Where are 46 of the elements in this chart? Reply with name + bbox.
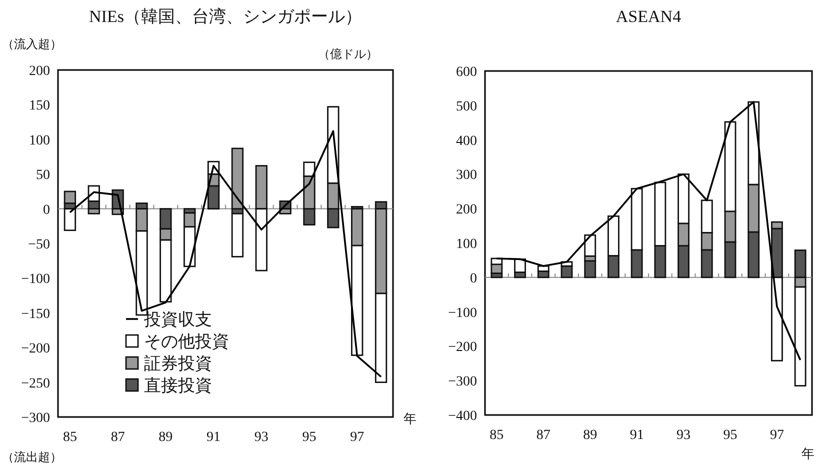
ytick: −100	[448, 306, 477, 321]
ytick: −300	[21, 411, 50, 426]
xtick: 87	[110, 430, 125, 445]
ytick: 200	[29, 64, 50, 79]
xtick: 93	[676, 428, 691, 443]
ytick: 200	[456, 202, 477, 218]
title: NIEs（韓国、台湾、シンガポール）	[89, 7, 362, 26]
legend-label: 直接投資	[144, 376, 212, 395]
xlabel: 年	[404, 411, 416, 426]
xtick: 93	[254, 430, 268, 445]
ytick: −200	[21, 342, 50, 357]
xtick: 89	[583, 428, 598, 443]
xtick: 89	[158, 430, 173, 445]
xtick: 91	[630, 428, 644, 443]
annotation: （流出超）	[2, 450, 62, 464]
ytick: −150	[21, 306, 50, 322]
legend-label: その他投資	[144, 332, 229, 351]
xtick: 97	[350, 430, 364, 445]
ytick: −250	[21, 376, 50, 392]
ytick: 0	[43, 202, 50, 218]
xtick: 95	[302, 430, 316, 445]
ytick: 600	[456, 65, 477, 80]
ytick: 500	[456, 99, 477, 114]
legend-label: 証券投資	[144, 354, 212, 373]
annotation: （億ドル）	[318, 47, 378, 61]
xtick: 95	[723, 428, 738, 443]
ytick: −400	[448, 409, 477, 424]
annotation: （流入超）	[2, 37, 62, 51]
ytick: 400	[456, 134, 477, 149]
ytick: 100	[29, 133, 50, 148]
xtick: 91	[206, 430, 221, 445]
xtick: 97	[770, 428, 784, 443]
ytick: −100	[21, 272, 50, 288]
title: ASEAN4	[616, 7, 682, 26]
ytick: −300	[448, 374, 477, 390]
ytick: 0	[470, 271, 477, 286]
xtick: 87	[536, 428, 550, 443]
xtick: 85	[490, 428, 504, 443]
ytick: 100	[456, 237, 477, 252]
xtick: 85	[62, 430, 77, 445]
ytick: −50	[28, 238, 50, 252]
ytick: 50	[36, 168, 50, 184]
ytick: −200	[448, 340, 477, 356]
xlabel: 年	[802, 446, 814, 461]
ytick: 300	[456, 168, 477, 184]
ytick: 150	[29, 98, 50, 114]
